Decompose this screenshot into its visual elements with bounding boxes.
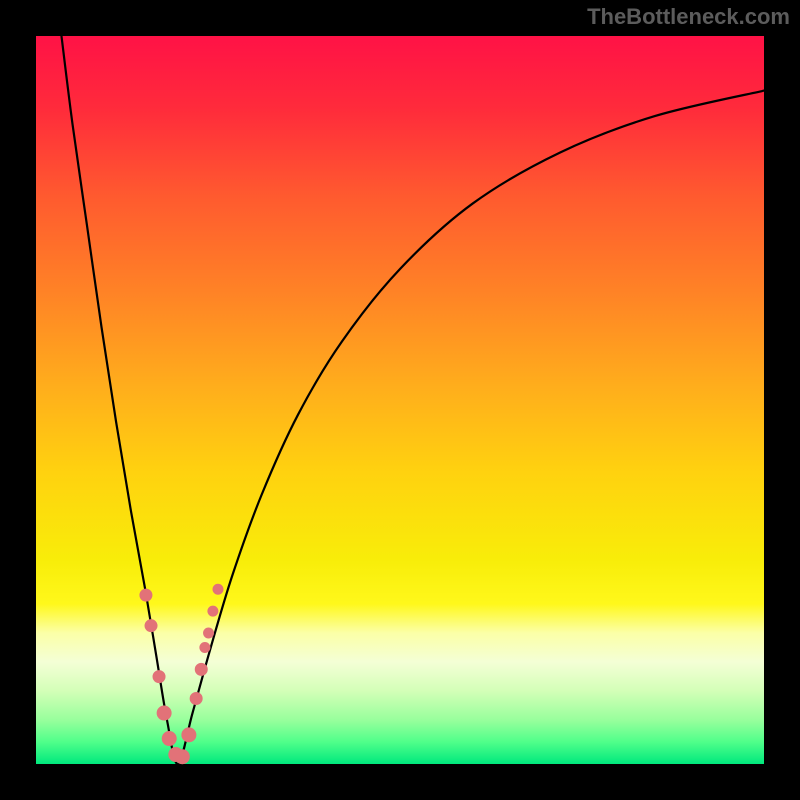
plot-svg bbox=[0, 0, 800, 800]
marker-point bbox=[213, 584, 223, 594]
marker-point bbox=[190, 692, 202, 704]
marker-point bbox=[175, 750, 189, 764]
marker-point bbox=[140, 589, 152, 601]
figure-root: TheBottleneck.com bbox=[0, 0, 800, 800]
marker-point bbox=[200, 643, 210, 653]
marker-point bbox=[195, 663, 207, 675]
marker-point bbox=[182, 728, 196, 742]
plot-background bbox=[36, 36, 764, 764]
marker-point bbox=[162, 732, 176, 746]
marker-point bbox=[145, 620, 157, 632]
marker-point bbox=[208, 606, 218, 616]
marker-point bbox=[157, 706, 171, 720]
watermark-text: TheBottleneck.com bbox=[587, 4, 790, 30]
marker-point bbox=[204, 628, 214, 638]
marker-point bbox=[153, 671, 165, 683]
